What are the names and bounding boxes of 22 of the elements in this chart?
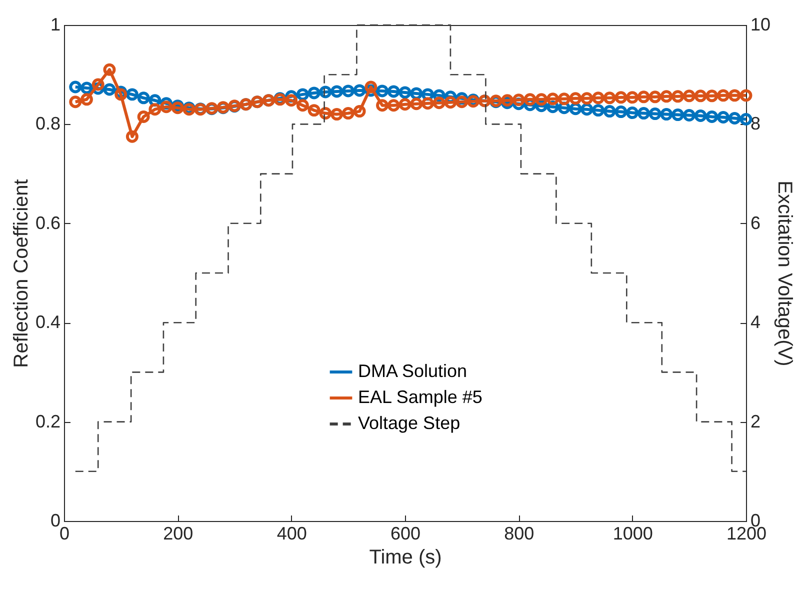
y-tick-label: 1	[50, 14, 60, 34]
legend-label: EAL Sample #5	[358, 387, 482, 407]
x-tick-label: 800	[504, 524, 534, 544]
y-tick-label: 0.6	[35, 212, 60, 233]
y2-tick-label: 8	[750, 114, 761, 134]
y2-tick-label: 6	[750, 212, 761, 233]
y-axis-title: Reflection Coefficient	[10, 178, 32, 368]
y2-tick-label: 2	[750, 411, 761, 432]
y-tick-label: 0.4	[35, 312, 60, 332]
x-tick-label: 200	[163, 524, 194, 544]
y2-tick-label: 10	[750, 14, 771, 34]
y-tick-label: 0.8	[35, 114, 60, 134]
legend-label: DMA Solution	[358, 361, 468, 381]
legend-label: Voltage Step	[358, 413, 460, 433]
x-tick-label: 600	[390, 524, 421, 544]
x-axis-title: Time (s)	[369, 546, 442, 568]
y2-tick-label: 4	[750, 312, 761, 332]
y-tick-label: 0.2	[35, 411, 60, 432]
y2-axis-title: Excitation Voltage(V)	[774, 180, 796, 366]
y-tick-label: 0	[50, 510, 60, 530]
x-tick-label: 400	[276, 524, 307, 544]
x-tick-label: 1000	[612, 524, 653, 544]
